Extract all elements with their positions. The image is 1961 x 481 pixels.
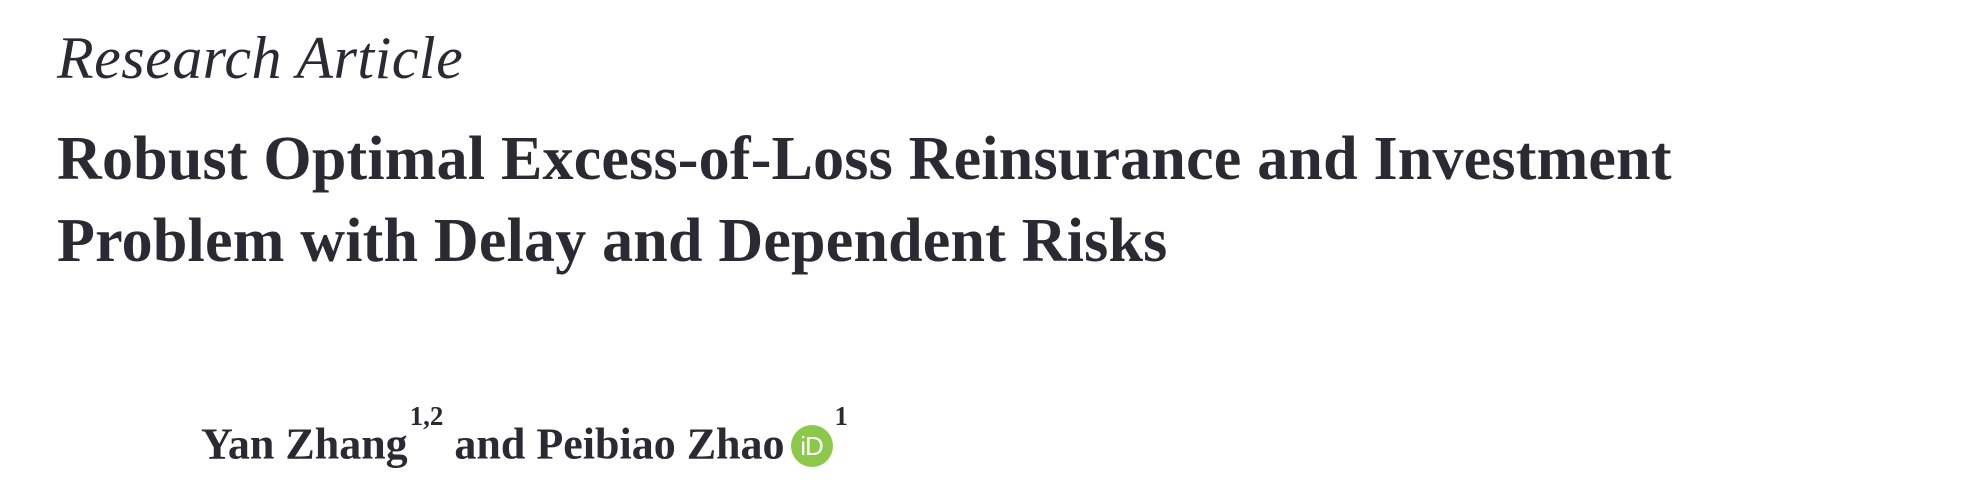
- author-name: Yan Zhang: [201, 419, 408, 469]
- orcid-icon[interactable]: iD: [790, 424, 833, 467]
- article-type-label: Research Article: [57, 25, 464, 91]
- author-separator: and: [454, 419, 526, 469]
- title-line-1: Robust Optimal Excess-of-Loss Reinsuranc…: [57, 125, 1672, 193]
- title-line-2: Problem with Delay and Dependent Risks: [57, 207, 1168, 275]
- author-list: Yan Zhang1,2 and Peibiao Zhao iD1: [201, 401, 848, 473]
- article-title: Robust Optimal Excess-of-Loss Reinsuranc…: [57, 118, 1937, 282]
- author-name: Peibiao Zhao: [536, 419, 785, 469]
- author-affiliation: 1,2: [409, 401, 444, 431]
- author-affiliation: 1: [834, 401, 849, 431]
